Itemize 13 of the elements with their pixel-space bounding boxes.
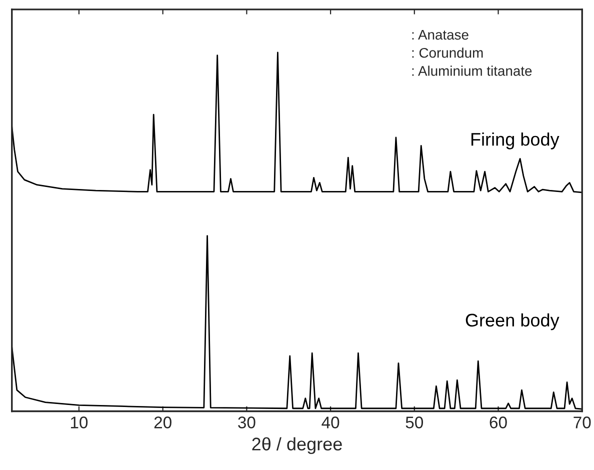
- annotation: : Aluminium titanate: [412, 66, 532, 76]
- series-label: Green body: [466, 313, 560, 330]
- x-tick-label: 20: [154, 416, 172, 428]
- x-axis-title: 2θ / degree: [252, 437, 342, 454]
- x-tick-label: 30: [238, 416, 256, 428]
- series-label: Firing body: [471, 132, 560, 150]
- text: : Anatase: [412, 30, 468, 40]
- x-tick-label: 10: [70, 416, 88, 428]
- x-tick-label: 40: [322, 416, 340, 428]
- x-tick-label: 60: [490, 416, 507, 428]
- x-tick-label: 50: [406, 416, 424, 428]
- x-tick-label: 70: [574, 416, 591, 428]
- annotation: : Corundum: [412, 48, 483, 58]
